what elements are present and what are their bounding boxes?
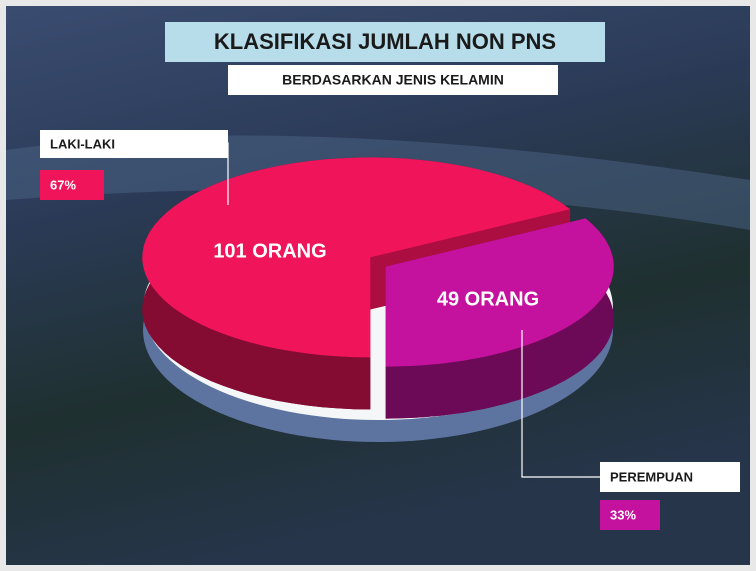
value-box: [40, 170, 104, 200]
pie: 101 ORANG 49 ORANG: [142, 157, 614, 419]
leader-line: [521, 330, 600, 478]
slice: [385, 218, 614, 367]
slice-label: 49 ORANG: [437, 288, 539, 310]
value-label: 67%: [50, 177, 76, 192]
value-box: [600, 500, 660, 530]
title-box: [165, 22, 605, 62]
legend-box: [600, 462, 740, 492]
legend-label: PEREMPUAN: [610, 469, 693, 484]
subtitle-box: [228, 65, 558, 95]
chart-subtitle: BERDASARKAN JENIS KELAMIN: [282, 72, 504, 88]
legend-label: LAKI-LAKI: [50, 136, 115, 151]
slice: [142, 157, 571, 358]
chart-title: KLASIFIKASI JUMLAH NON PNS: [214, 29, 556, 54]
slice-label: 101 ORANG: [213, 240, 326, 262]
slice-side: [385, 218, 614, 419]
legend-box: [40, 130, 228, 158]
callouts: LAKI-LAKI 67% PEREMPUAN 33%: [40, 130, 740, 530]
value-label: 33%: [610, 507, 636, 522]
